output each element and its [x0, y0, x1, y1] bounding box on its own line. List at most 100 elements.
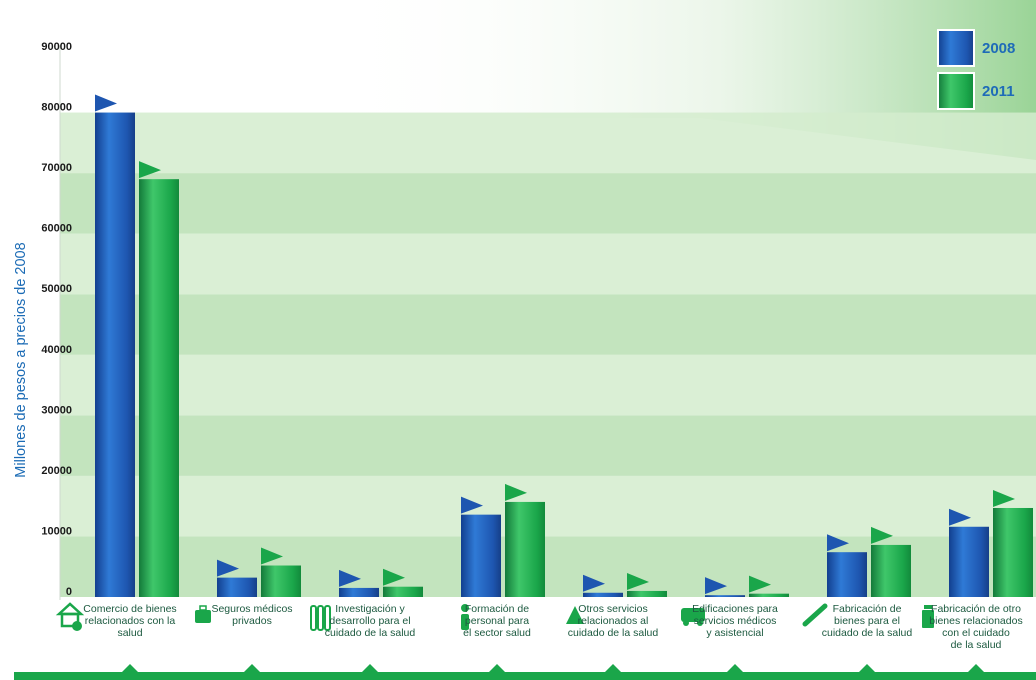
category-label-line: salud [117, 627, 142, 639]
person-icon [461, 604, 469, 630]
bar-2008 [339, 587, 379, 597]
bar-2008 [827, 552, 867, 597]
strip-marker [362, 664, 378, 672]
background-bands [60, 112, 1036, 597]
category-label-line: Investigación y [335, 603, 405, 615]
bar-flag-2008 [95, 94, 117, 112]
medicine-bottle-icon [922, 605, 934, 628]
bar-2011 [749, 593, 789, 597]
bar-2008 [583, 592, 623, 597]
bar-2011 [261, 565, 301, 597]
bar-2011 [993, 507, 1033, 597]
bar-2008 [705, 595, 745, 597]
strip-marker [122, 664, 138, 672]
category-label-line: cuidado de la salud [568, 627, 659, 639]
bottom-strip-markers [122, 664, 984, 672]
bar-2011 [871, 544, 911, 597]
background-band [60, 294, 1036, 355]
bar-flag-2011 [505, 483, 527, 501]
legend-label-2008: 2008 [982, 40, 1015, 57]
background-band [60, 112, 1036, 174]
legend-swatch-2011 [937, 72, 975, 110]
category-label-line: relacionados al [578, 615, 649, 627]
y-tick-label: 60000 [41, 223, 72, 235]
y-tick-label: 40000 [41, 344, 72, 356]
bar-flag-2011 [627, 572, 649, 590]
category-label-line: el sector salud [463, 627, 531, 639]
bar-flag-2011 [993, 489, 1015, 507]
bar-flag-2011 [261, 547, 283, 565]
category-label-line: cuidado de la salud [325, 627, 416, 639]
bar-2011 [627, 590, 667, 597]
category-label-line: Formación de [465, 603, 529, 615]
bar-2011 [139, 179, 179, 597]
triangle-icon [566, 606, 584, 624]
bar-flag-2008 [583, 574, 605, 592]
y-tick-label: 10000 [41, 525, 72, 537]
strip-marker [968, 664, 984, 672]
bar-flag-2008 [339, 569, 361, 587]
bar-flag-2008 [461, 496, 483, 514]
legend-label-2011: 2011 [982, 83, 1015, 100]
bar-flag-2008 [705, 577, 727, 595]
category-label-line: bienes para el [834, 615, 900, 627]
bars [95, 94, 1033, 598]
background-band [60, 475, 1036, 537]
category-label-line: servicios médicos [694, 615, 777, 627]
syringe-icon [802, 603, 828, 627]
bar-flag-2011 [139, 161, 161, 179]
category-label-line: desarrollo para el [329, 615, 410, 627]
category-label-line: bienes relacionados [929, 615, 1022, 627]
y-tick-label: 70000 [41, 162, 72, 174]
bar-2008 [949, 526, 989, 597]
y-tick-label: 90000 [41, 41, 72, 53]
ambulance-icon [681, 608, 705, 626]
category-label-line: Fabricación de [833, 603, 902, 615]
test-tubes-icon [310, 605, 331, 631]
background-band [60, 173, 1036, 234]
bar-2008 [461, 514, 501, 597]
bar-flag-2008 [949, 508, 971, 526]
category-label-line: Seguros médicos [211, 603, 292, 615]
y-axis: 0 10000 20000 30000 40000 50000 60000 70000 8000… [41, 41, 72, 600]
bar-2011 [383, 586, 423, 597]
bar-flag-2008 [827, 534, 849, 552]
bar-flag-2008 [217, 559, 239, 577]
y-tick-label: 0 [66, 586, 72, 598]
strip-marker [605, 664, 621, 672]
category-label-line: cuidado de la salud [822, 627, 913, 639]
category-label-line: Comercio de bienes [83, 603, 176, 615]
background-band [60, 233, 1036, 295]
bar-2008 [217, 577, 257, 597]
category-label-line: Otros servicios [578, 603, 647, 615]
category-label-line: con el cuidado [942, 627, 1010, 639]
category-label-line: de la salud [951, 639, 1002, 651]
y-axis-label: Millones de pesos a precios de 2008 [13, 242, 29, 477]
medical-kit-icon [195, 605, 211, 623]
bar-flag-2011 [749, 575, 771, 593]
category-label-line: y asistencial [706, 627, 763, 639]
legend-swatch-2008 [937, 29, 975, 67]
strip-marker [727, 664, 743, 672]
legend: 2008 2011 [937, 29, 1015, 110]
strip-marker [489, 664, 505, 672]
bar-flag-2011 [383, 568, 405, 586]
category-label-line: privados [232, 615, 272, 627]
y-tick-label: 20000 [41, 465, 72, 477]
category-label-line: personal para [465, 615, 529, 627]
y-tick-label: 50000 [41, 283, 72, 295]
y-tick-label: 30000 [41, 404, 72, 416]
bar-2011 [505, 501, 545, 597]
bar-2008 [95, 112, 135, 598]
category-label-line: relacionados con la [85, 615, 176, 627]
strip-marker [859, 664, 875, 672]
